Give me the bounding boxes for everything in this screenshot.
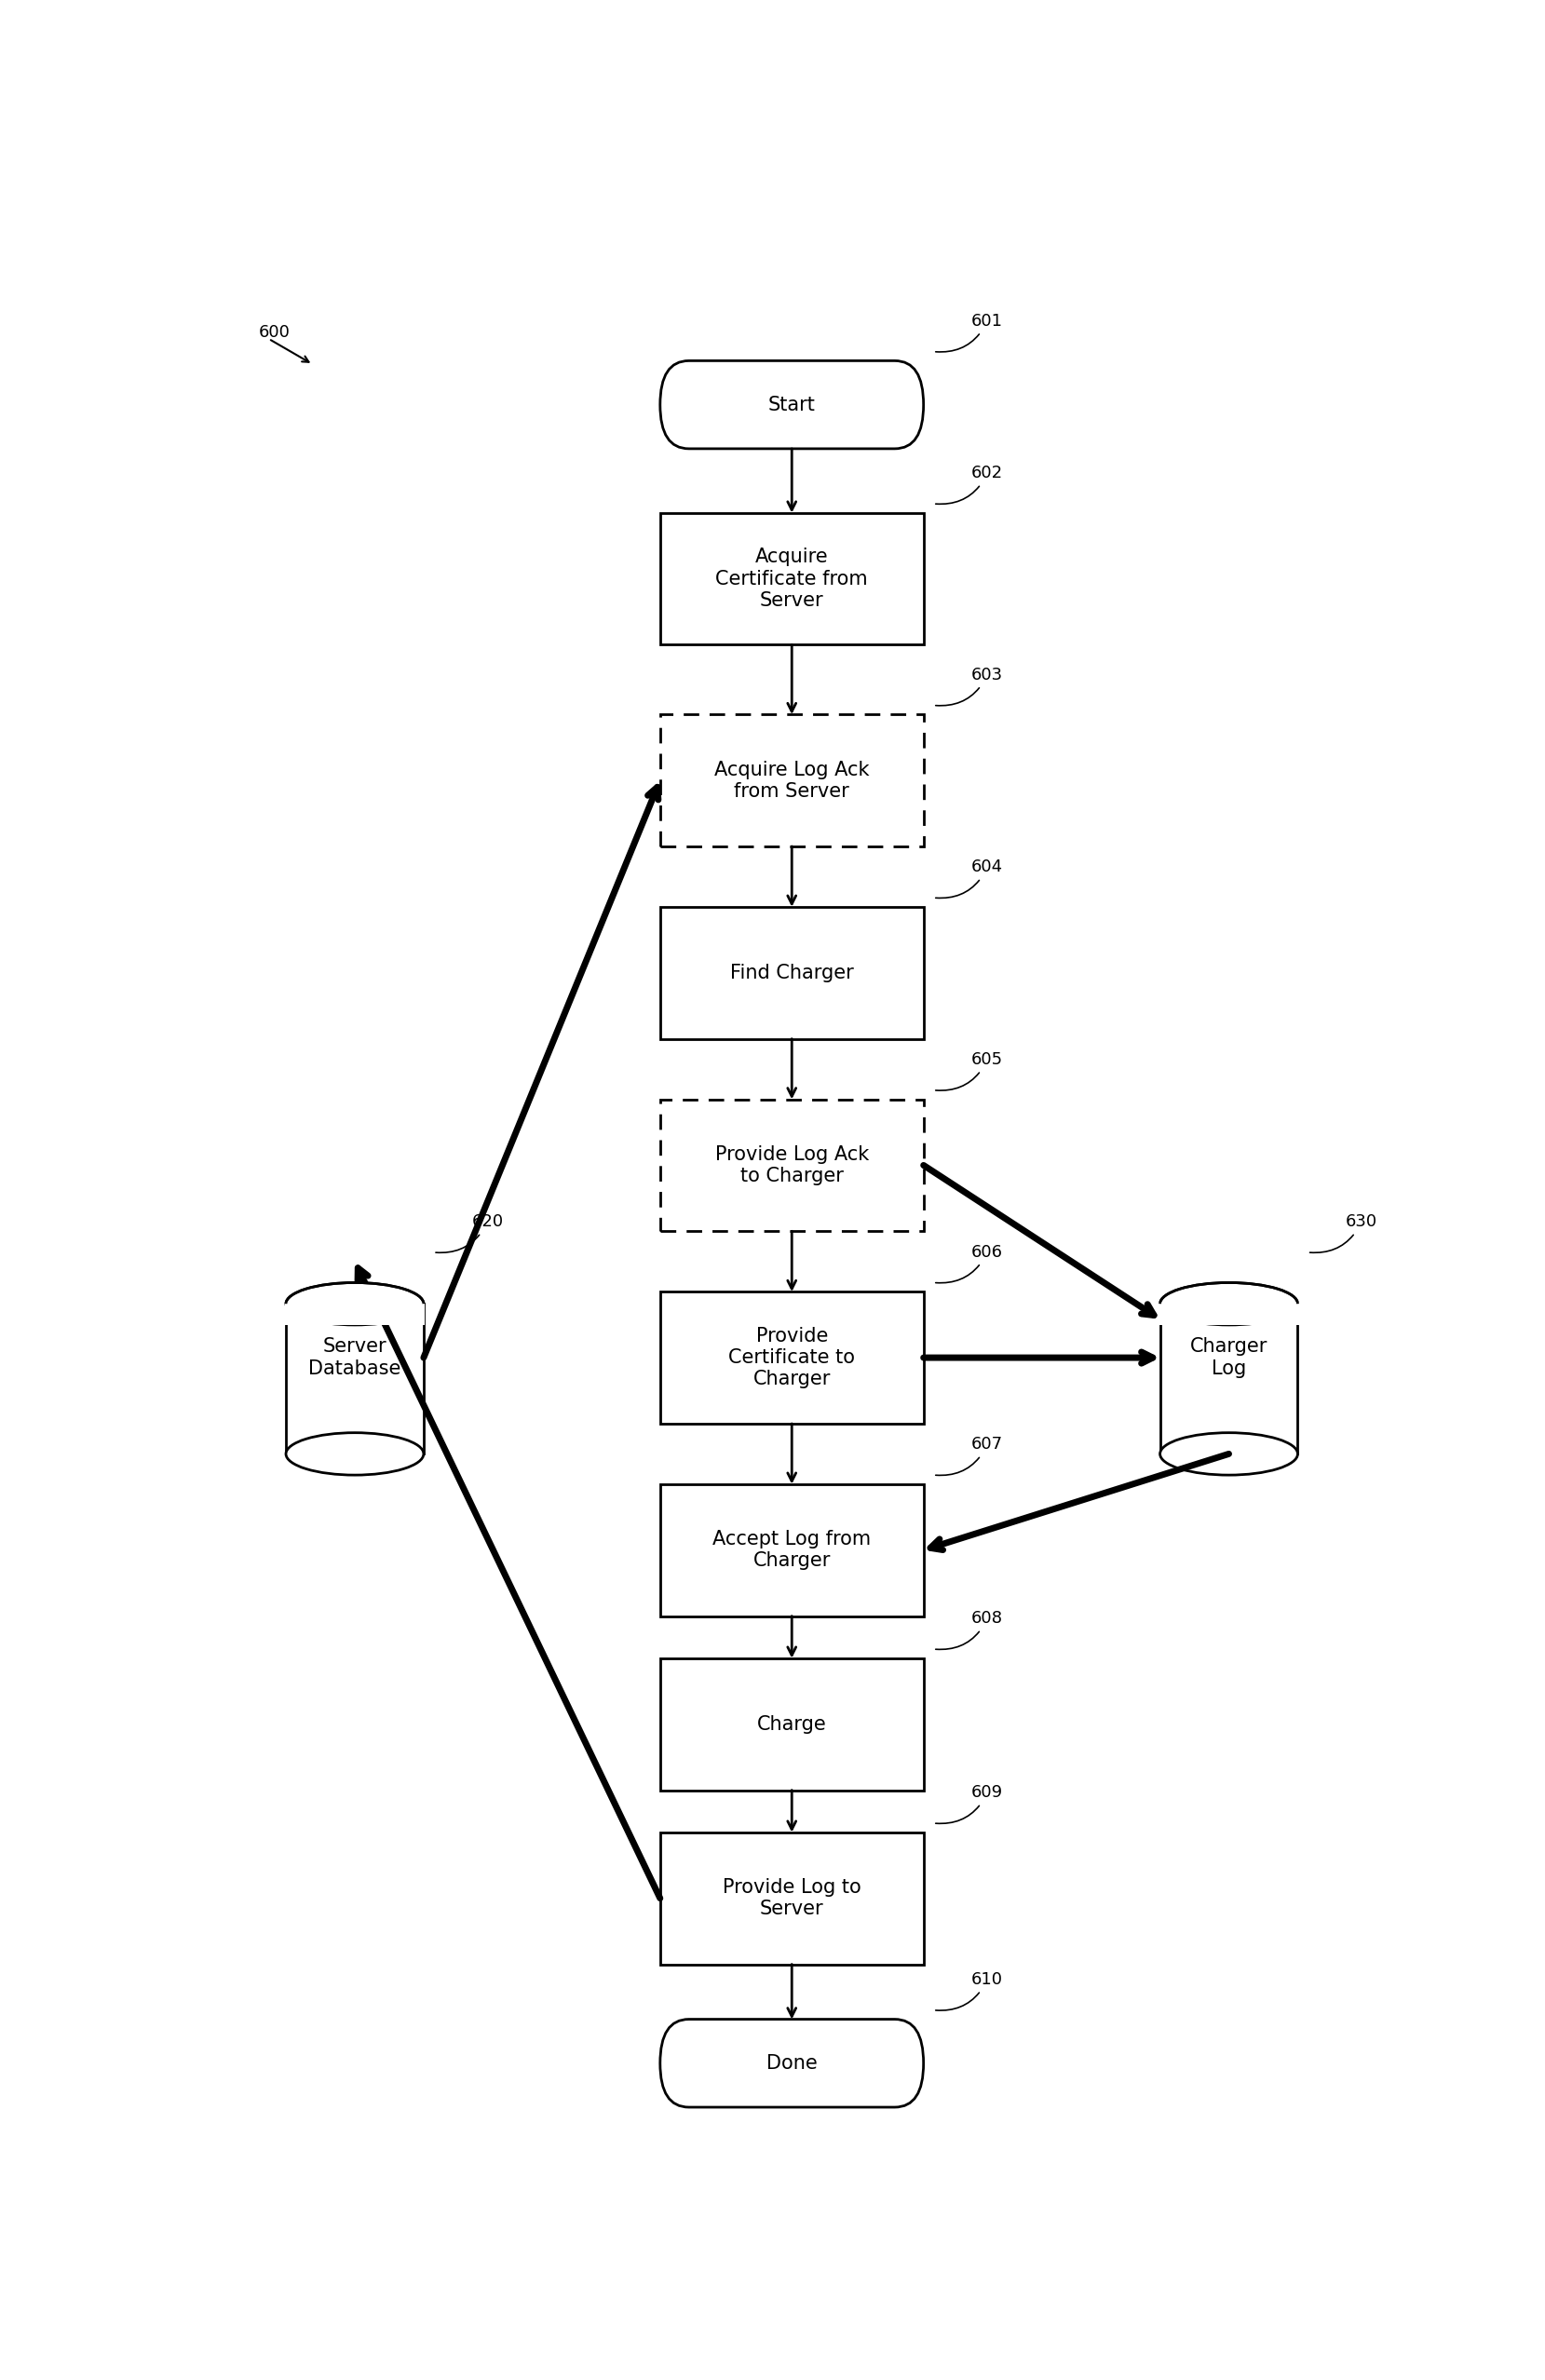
Bar xyxy=(660,1485,924,1616)
Text: Charger
Log: Charger Log xyxy=(1190,1338,1268,1378)
Text: 603: 603 xyxy=(936,666,1003,704)
Ellipse shape xyxy=(1160,1283,1298,1326)
Text: 630: 630 xyxy=(1310,1214,1378,1252)
Text: 601: 601 xyxy=(936,312,1003,352)
Ellipse shape xyxy=(1160,1433,1298,1476)
Bar xyxy=(660,1833,924,1963)
Text: Acquire Log Ack
from Server: Acquire Log Ack from Server xyxy=(714,759,870,800)
Bar xyxy=(1160,1304,1298,1454)
Bar xyxy=(286,1304,423,1454)
Bar xyxy=(660,907,924,1038)
Text: 600: 600 xyxy=(260,324,290,340)
Text: Accept Log from
Charger: Accept Log from Charger xyxy=(712,1530,871,1571)
FancyBboxPatch shape xyxy=(660,362,924,450)
Bar xyxy=(660,1292,924,1423)
Text: Provide Log to
Server: Provide Log to Server xyxy=(723,1878,861,1918)
Text: Provide Log Ack
to Charger: Provide Log Ack to Charger xyxy=(715,1145,868,1185)
Text: Start: Start xyxy=(768,395,816,414)
FancyBboxPatch shape xyxy=(660,2018,924,2106)
Text: 604: 604 xyxy=(936,859,1003,897)
Bar xyxy=(660,1100,924,1230)
Text: 607: 607 xyxy=(936,1435,1003,1476)
Text: 610: 610 xyxy=(936,1971,1003,2011)
Text: 606: 606 xyxy=(936,1245,1003,1283)
Text: 605: 605 xyxy=(936,1052,1003,1090)
Bar xyxy=(660,1659,924,1790)
Text: 608: 608 xyxy=(936,1611,1003,1649)
Text: Done: Done xyxy=(766,2054,817,2073)
Text: 620: 620 xyxy=(436,1214,504,1252)
Bar xyxy=(284,1302,425,1326)
Text: 609: 609 xyxy=(936,1785,1003,1823)
Text: Acquire
Certificate from
Server: Acquire Certificate from Server xyxy=(715,547,868,609)
Text: Find Charger: Find Charger xyxy=(729,964,854,983)
Ellipse shape xyxy=(286,1433,423,1476)
Text: Charge: Charge xyxy=(757,1716,827,1733)
Bar xyxy=(1159,1302,1299,1326)
Bar xyxy=(660,512,924,645)
Ellipse shape xyxy=(286,1283,423,1326)
Text: Server
Database: Server Database xyxy=(309,1338,402,1378)
Bar xyxy=(660,714,924,847)
Text: 602: 602 xyxy=(936,464,1003,505)
Text: Provide
Certificate to
Charger: Provide Certificate to Charger xyxy=(729,1326,854,1388)
